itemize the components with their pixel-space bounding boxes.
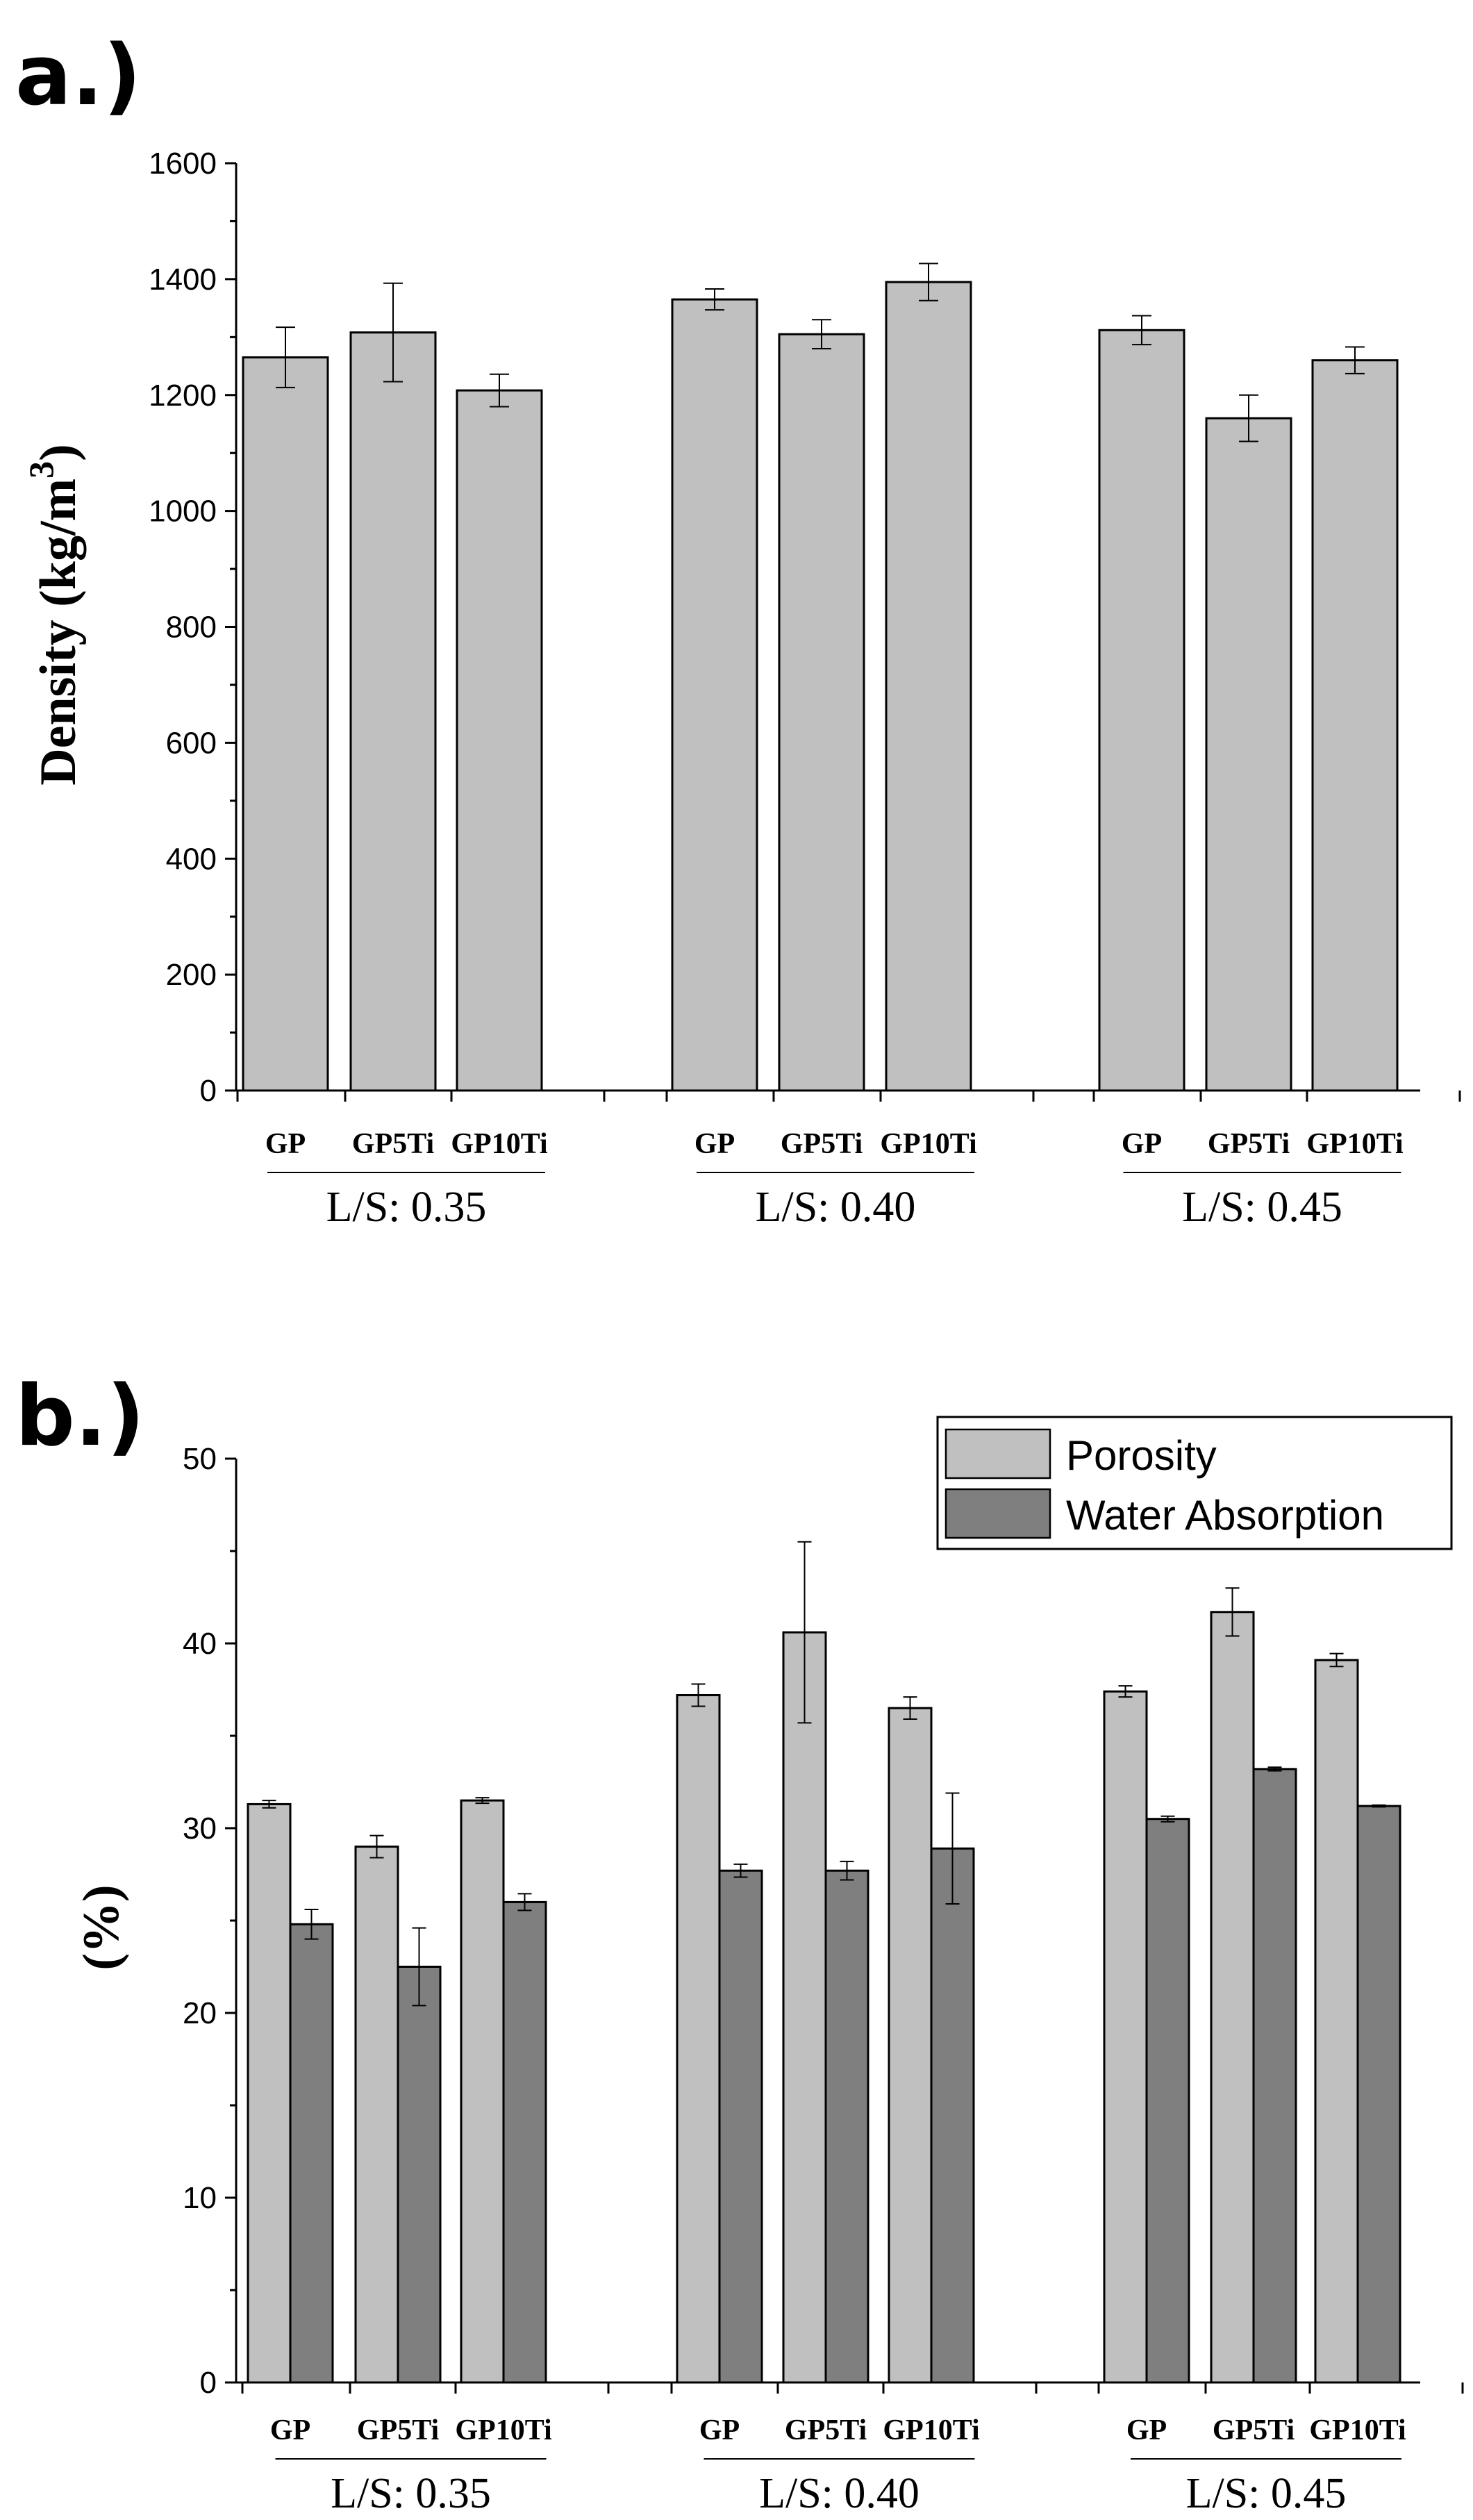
- group-label: L/S: 0.40: [759, 2470, 919, 2517]
- group-label: L/S: 0.40: [756, 1184, 916, 1231]
- x-ticks: GP GP5Ti GP10Ti L/S: 0.35 GP GP5Ti GP10Ti L/S: …: [236, 1091, 1461, 1231]
- y-axis-title-main: Density (kg/m: [30, 479, 87, 786]
- y-tick-label: 1600: [149, 147, 217, 181]
- legend-swatch-porosity: [944, 1428, 1051, 1479]
- bar-water-absorption: [1145, 1818, 1190, 2384]
- group-label: L/S: 0.45: [1186, 2470, 1347, 2517]
- error-bars: [276, 263, 1365, 442]
- bar-density: [349, 331, 437, 1092]
- y-tick-label: 10: [183, 2181, 217, 2215]
- panel-a-label: a.): [15, 28, 141, 124]
- bar-water-absorption: [930, 1847, 975, 2384]
- x-category-label: GP5Ti: [781, 1128, 863, 1160]
- porosity-water-absorption-chart: b.) (%) 0 10 20 30 40 50 GP GP5Ti GP10Ti L/S: 0.…: [15, 1368, 1464, 2517]
- group-label: L/S: 0.35: [331, 2470, 491, 2517]
- panel-b-label: b.): [15, 1368, 144, 1465]
- x-category-label: GP5Ti: [1213, 2414, 1295, 2446]
- group-label: L/S: 0.45: [1182, 1184, 1342, 1231]
- bar-density: [1205, 417, 1292, 1092]
- x-category-label: GP10Ti: [451, 1128, 548, 1160]
- bar-water-absorption: [1356, 1805, 1401, 2384]
- y-ticks: 0 10 20 30 40 50: [183, 1442, 236, 2400]
- bar-water-absorption: [718, 1869, 763, 2384]
- bar-porosity: [782, 1631, 827, 2384]
- legend-label-water-absorption: Water Absorption: [1066, 1492, 1384, 1539]
- y-tick-label: 1000: [149, 495, 217, 529]
- legend-label-porosity: Porosity: [1066, 1432, 1217, 1479]
- x-category-label: GP5Ti: [785, 2414, 867, 2446]
- bar-porosity: [1103, 1690, 1148, 2384]
- bar-porosity: [888, 1707, 933, 2384]
- x-category-label: GP10Ti: [1306, 1128, 1404, 1160]
- bar-density: [1311, 359, 1399, 1092]
- density-chart: a.) Density (kg/m3) 0 200 400 600 800 1000 120…: [15, 28, 1461, 1231]
- error-bars: [262, 1541, 1386, 2007]
- x-category-label: GP: [270, 2414, 310, 2446]
- x-category-label: GP: [699, 2414, 740, 2446]
- bar-density: [778, 333, 865, 1092]
- x-category-label: GP10Ti: [880, 1128, 977, 1160]
- bar-water-absorption: [1252, 1768, 1297, 2384]
- y-tick-label: 400: [166, 842, 217, 876]
- x-category-label: GP10Ti: [455, 2414, 552, 2446]
- bar-porosity: [1314, 1659, 1359, 2384]
- y-tick-label: 1200: [149, 379, 217, 413]
- x-category-label: GP: [265, 1128, 306, 1160]
- legend: Porosity Water Absorption: [936, 1416, 1453, 1550]
- bar-porosity: [247, 1802, 292, 2384]
- x-category-label: GP: [694, 1128, 735, 1160]
- bar-water-absorption: [824, 1869, 869, 2384]
- bar-water-absorption: [397, 1966, 442, 2384]
- bar-density: [1098, 329, 1185, 1092]
- x-category-label: GP10Ti: [883, 2414, 980, 2446]
- bar-water-absorption: [502, 1900, 547, 2384]
- y-tick-label: 50: [183, 1442, 217, 1476]
- y-ticks: 0 200 400 600 800 1000 1200 1400 1600: [149, 147, 236, 1108]
- bar-density: [456, 389, 543, 1092]
- y-axis-title-density: Density (kg/m3): [22, 444, 87, 786]
- y-tick-label: 200: [166, 958, 217, 992]
- x-category-label: GP: [1122, 1128, 1162, 1160]
- group-label: L/S: 0.35: [326, 1184, 487, 1231]
- bar-density: [885, 281, 972, 1092]
- bar-water-absorption: [289, 1923, 334, 2384]
- legend-swatch-water-absorption: [944, 1488, 1051, 1539]
- x-category-label: GP5Ti: [352, 1128, 435, 1160]
- bars: [247, 1611, 1401, 2384]
- y-tick-label: 30: [183, 1812, 217, 1846]
- x-category-label: GP5Ti: [1208, 1128, 1290, 1160]
- bar-porosity: [676, 1693, 721, 2384]
- y-tick-label: 1400: [149, 263, 217, 297]
- y-tick-label: 40: [183, 1627, 217, 1661]
- bar-porosity: [460, 1799, 505, 2384]
- x-ticks: GP GP5Ti GP10Ti L/S: 0.35 GP GP5Ti GP10Ti L/S: …: [241, 2382, 1464, 2517]
- y-axis-title-close: ): [30, 444, 87, 461]
- y-tick-label: 20: [183, 1996, 217, 2030]
- x-category-label: GP: [1126, 2414, 1167, 2446]
- y-tick-label: 0: [200, 2366, 217, 2400]
- bar-porosity: [354, 1846, 399, 2384]
- bar-density: [242, 356, 329, 1092]
- bars: [242, 281, 1399, 1092]
- y-tick-label: 800: [166, 611, 217, 645]
- x-category-label: GP10Ti: [1309, 2414, 1406, 2446]
- y-tick-label: 0: [200, 1074, 217, 1108]
- y-axis-title-superscript: 3: [22, 461, 60, 479]
- bar-density: [671, 298, 758, 1092]
- y-axis-title-percent: (%): [73, 1884, 130, 1970]
- x-category-label: GP5Ti: [357, 2414, 440, 2446]
- y-tick-label: 600: [166, 726, 217, 760]
- bar-porosity: [1210, 1611, 1255, 2384]
